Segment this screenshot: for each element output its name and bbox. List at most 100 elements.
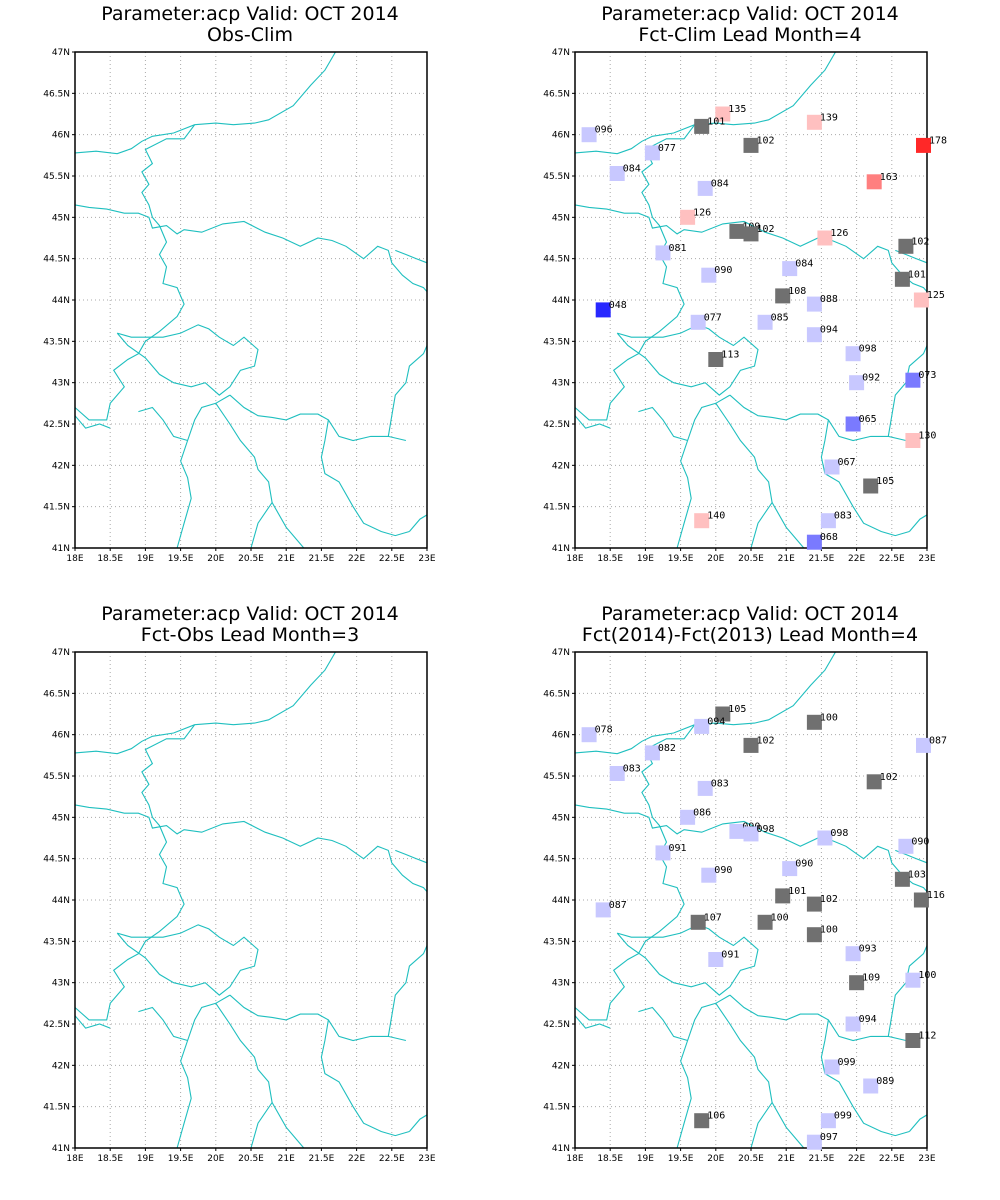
station-marker: [863, 1078, 879, 1094]
y-tick-label: 43N: [52, 379, 70, 389]
border-line: [271, 1102, 305, 1149]
border-line: [74, 124, 196, 421]
station-value-label: 068: [820, 532, 838, 543]
gridlines: [575, 52, 927, 548]
station-marker: [806, 714, 822, 730]
station-marker: [898, 238, 914, 254]
y-tick-label: 44.5N: [43, 255, 70, 265]
station-marker: [595, 902, 611, 918]
station-value-label: 101: [788, 886, 806, 897]
station-value-label: 082: [658, 743, 676, 754]
y-axis: 41N 41.5N 42N 42.5N 43N 43.5N 44N 44.5N 45N 45.5N…: [43, 648, 75, 1154]
border-line: [74, 724, 196, 1021]
border-line: [574, 804, 928, 893]
station-value-label: 163: [880, 172, 898, 183]
y-tick-label: 41N: [52, 544, 70, 554]
station-marker: [595, 302, 611, 318]
station-marker: [694, 718, 710, 734]
x-tick-label: 20.5E: [738, 554, 764, 564]
station-value-label: 078: [595, 725, 613, 736]
station-value-label: 109: [862, 973, 880, 984]
border-line: [229, 394, 407, 442]
x-tick-label: 19E: [637, 554, 654, 564]
station-value-label: 101: [707, 116, 725, 127]
y-axis: 41N 41.5N 42N 42.5N 43N 43.5N 44N 44.5N 45N 45.5N…: [543, 648, 575, 1154]
station-marker: [916, 737, 931, 753]
station-value-label: 088: [820, 294, 838, 305]
border-line: [574, 51, 836, 155]
y-tick-label: 41.5N: [43, 1103, 70, 1113]
x-tick-label: 22E: [348, 1154, 365, 1164]
station-value-label: 092: [862, 373, 880, 384]
station-value-label: 113: [721, 350, 739, 361]
border-line: [908, 514, 928, 532]
station-marker: [863, 478, 879, 494]
border-line: [138, 406, 188, 442]
station-value-label: 100: [771, 912, 789, 923]
border-line: [74, 1015, 111, 1029]
y-axis: 41N 41.5N 42N 42.5N 43N 43.5N 44N 44.5N 45N 45.5N…: [43, 48, 75, 554]
station-value-label: 140: [707, 511, 725, 522]
station-marker: [866, 774, 882, 790]
panel-title-line2: Obs-Clim: [206, 24, 294, 46]
border-line: [574, 724, 696, 1021]
y-tick-label: 41.5N: [543, 503, 570, 513]
x-tick-label: 21E: [278, 554, 295, 564]
x-tick-label: 21.5E: [309, 1154, 335, 1164]
y-tick-label: 46.5N: [543, 89, 570, 99]
x-tick-label: 20.5E: [238, 554, 264, 564]
station-value-label: 083: [711, 778, 729, 789]
x-tick-label: 20.5E: [238, 1154, 264, 1164]
border-line: [771, 502, 805, 549]
y-tick-label: 44.5N: [543, 255, 570, 265]
station-marker: [694, 1113, 710, 1129]
border-line: [820, 419, 910, 537]
station-marker: [701, 267, 717, 283]
station-value-label: 135: [728, 104, 746, 115]
station-value-label: 087: [609, 900, 627, 911]
border-line: [395, 249, 428, 264]
x-tick-label: 19E: [137, 554, 154, 564]
station-marker: [806, 114, 822, 130]
station-marker: [743, 737, 759, 753]
station-value-label: 096: [595, 125, 613, 136]
border-line: [387, 345, 428, 437]
station-marker: [782, 861, 798, 877]
border-line: [771, 1102, 805, 1149]
x-axis: 18E 18.5E 19E 19.5E 20E 20.5E 21E 21.5E 22E 22.5E…: [66, 548, 436, 564]
panel-title-line1: Parameter:acp Valid: OCT 2014: [101, 3, 399, 25]
x-tick-label: 20E: [707, 554, 724, 564]
map-panel-obs-clim: Parameter:acp Valid: OCT 2014 Obs-Clim 1…: [0, 0, 500, 590]
x-tick-label: 20E: [207, 554, 224, 564]
border-line: [715, 402, 773, 549]
station-value-label: 094: [707, 716, 725, 727]
station-value-label: 178: [929, 135, 947, 146]
x-tick-label: 18.5E: [97, 1154, 123, 1164]
station-marker: [806, 534, 822, 550]
x-tick-label: 21E: [278, 1154, 295, 1164]
y-tick-label: 42N: [52, 1061, 70, 1071]
x-tick-label: 21E: [778, 554, 795, 564]
station-value-label: 102: [880, 772, 898, 783]
x-tick-label: 20.5E: [738, 1154, 764, 1164]
x-tick-label: 19.5E: [668, 554, 694, 564]
y-tick-label: 46N: [52, 131, 70, 141]
station-marker: [743, 826, 759, 842]
station-value-label: 130: [918, 431, 936, 442]
border-line: [574, 651, 836, 755]
y-tick-label: 45N: [552, 813, 570, 823]
x-tick-label: 19E: [637, 1154, 654, 1164]
x-tick-label: 22E: [848, 1154, 865, 1164]
y-tick-label: 44N: [552, 296, 570, 306]
border-line: [574, 204, 928, 293]
x-tick-label: 18E: [566, 1154, 583, 1164]
y-tick-label: 46N: [552, 131, 570, 141]
station-value-label: 067: [838, 457, 856, 468]
x-tick-label: 21E: [778, 1154, 795, 1164]
station-marker: [820, 1113, 836, 1129]
station-marker: [690, 314, 706, 330]
border-line: [395, 849, 428, 864]
station-value-label: 089: [876, 1076, 894, 1087]
station-marker: [849, 375, 865, 391]
border-line: [887, 945, 928, 1037]
